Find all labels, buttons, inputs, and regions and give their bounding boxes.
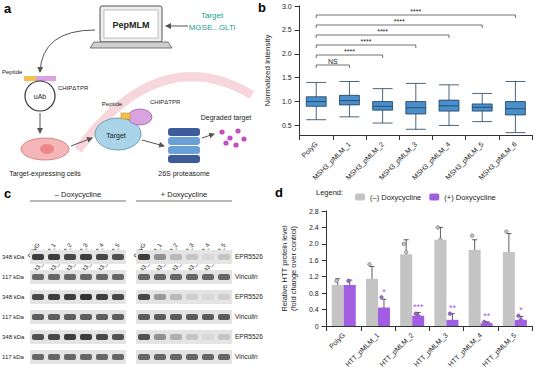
svg-text:0.5: 0.5 [282,122,292,129]
svg-text:+ Doxycycline: + Doxycycline [161,190,207,199]
svg-text:HTT_pMLM_2: HTT_pMLM_2 [378,331,415,368]
svg-text:Target-expressing cells: Target-expressing cells [9,170,81,178]
svg-text:Relative HTT protein level: Relative HTT protein level [280,225,289,311]
svg-text:uAb: uAb [34,93,47,100]
svg-text:****: **** [344,48,355,55]
svg-text:348 kDa: 348 kDa [2,334,25,340]
svg-text:***: *** [413,302,424,312]
svg-text:NS: NS [328,58,338,65]
svg-text:Peptide: Peptide [102,101,123,107]
svg-text:MSH3_pMLM_6: MSH3_pMLM_6 [477,140,518,181]
svg-text:PepMLM: PepMLM [113,20,150,30]
svg-text:2.0: 2.0 [282,50,292,57]
svg-text:*: * [382,287,386,297]
svg-text:2.5: 2.5 [282,26,292,33]
svg-text:****: **** [377,28,388,35]
svg-text:Peptide: Peptide [2,69,23,75]
svg-text:117 kDa: 117 kDa [2,314,25,320]
svg-text:Target: Target [106,132,126,140]
svg-text:MSH3_pMLM_1: MSH3_pMLM_1 [311,140,352,182]
svg-text:1.5: 1.5 [282,74,292,81]
svg-text:Vinculin: Vinculin [235,273,258,280]
svg-text:1.0: 1.0 [282,98,292,105]
svg-text:Degraded target: Degraded target [201,114,252,122]
svg-text:a: a [4,1,12,16]
svg-text:2.0: 2.0 [309,240,319,247]
svg-text:2.8: 2.8 [309,208,319,215]
svg-text:Vinculin: Vinculin [235,313,258,320]
svg-text:**: ** [449,303,457,313]
svg-text:0.4: 0.4 [309,306,319,313]
svg-text:*: * [519,305,523,315]
svg-text:****: **** [361,38,372,45]
svg-text:MSH3_pMLM_3: MSH3_pMLM_3 [377,140,419,182]
svg-text:EPR5526: EPR5526 [235,293,263,300]
svg-text:Target: Target [201,11,224,20]
svg-text:PolyG: PolyG [300,141,319,160]
svg-text:CHIPΔTPR: CHIPΔTPR [58,85,89,91]
svg-text:EPR5526: EPR5526 [235,333,263,340]
svg-text:1.2: 1.2 [309,273,319,280]
svg-text:348 kDa: 348 kDa [2,254,25,260]
svg-text:0.8: 0.8 [309,290,319,297]
svg-text:MSH3_pMLM_5: MSH3_pMLM_5 [444,140,485,182]
svg-text:117 kDa: 117 kDa [2,354,25,360]
svg-text:26S proteasome: 26S proteasome [158,170,209,178]
svg-text:c: c [4,186,11,201]
svg-text:117 kDa: 117 kDa [2,274,25,280]
svg-text:– Doxycycline: – Doxycycline [55,190,101,199]
svg-text:0: 0 [315,323,319,330]
svg-text:(+) Doxycycline: (+) Doxycycline [444,193,495,202]
svg-text:HTT_pMLM_4: HTT_pMLM_4 [447,331,484,368]
html-text:d: d [275,185,283,200]
html-text:b: b [258,0,266,15]
svg-text:MGSE...GLTi: MGSE...GLTi [189,23,236,32]
svg-text:HTT_pMLM_3: HTT_pMLM_3 [412,331,449,368]
svg-text:**: ** [483,311,491,321]
svg-text:(–) Doxycycline: (–) Doxycycline [370,193,421,202]
svg-text:(fold change over control): (fold change over control) [289,225,298,311]
svg-text:Normalized intensity: Normalized intensity [263,34,272,106]
svg-text:Vinculin: Vinculin [235,353,258,360]
svg-text:HTT_pMLM_5: HTT_pMLM_5 [481,331,518,368]
svg-text:****: **** [394,18,405,25]
svg-text:1.6: 1.6 [309,257,319,264]
svg-text:****: **** [410,8,421,15]
svg-text:EPR5526: EPR5526 [235,253,263,260]
svg-text:CHIPΔTPR: CHIPΔTPR [150,99,181,105]
svg-text:2.4: 2.4 [309,224,319,231]
svg-text:348 kDa: 348 kDa [2,294,25,300]
svg-text:PolyG: PolyG [328,332,347,351]
svg-text:MSH3_pMLM_4: MSH3_pMLM_4 [410,140,452,182]
svg-text:MSH3_pMLM_2: MSH3_pMLM_2 [344,140,386,182]
svg-text:Legend:: Legend: [316,188,343,197]
svg-text:HTT_pMLM_1: HTT_pMLM_1 [344,331,381,368]
svg-text:3.0: 3.0 [282,3,292,10]
